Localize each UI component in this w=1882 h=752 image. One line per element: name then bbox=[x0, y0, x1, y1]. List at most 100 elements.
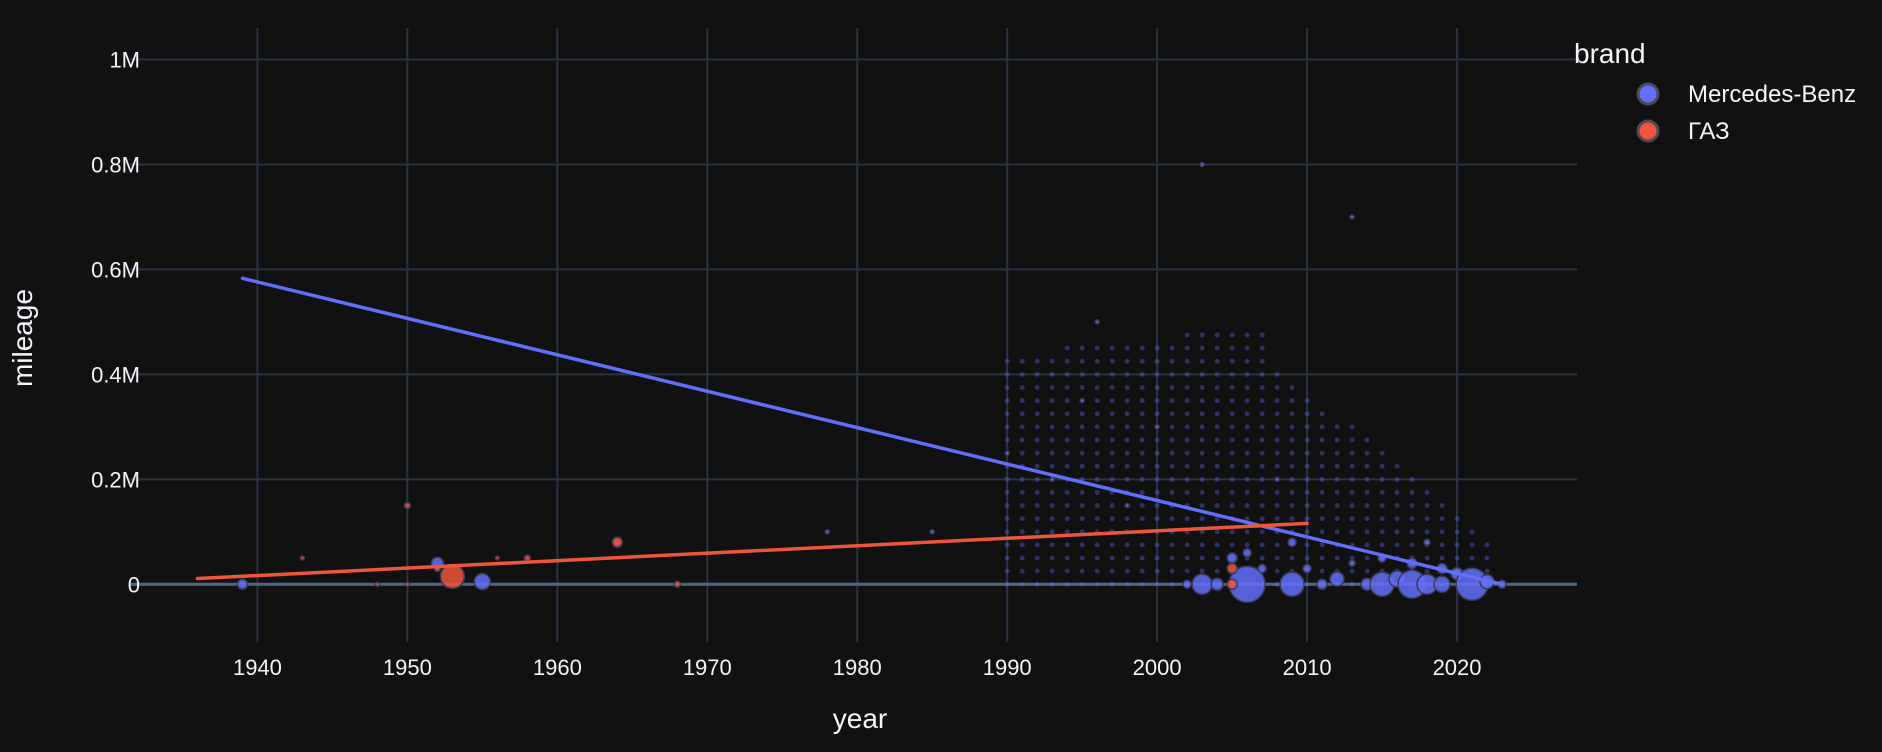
scatter-point-mercedes-benz bbox=[1049, 555, 1055, 561]
scatter-point-mercedes-benz bbox=[1334, 437, 1340, 443]
scatter-point-mercedes-benz bbox=[1199, 529, 1205, 535]
scatter-point-mercedes-benz bbox=[1199, 555, 1205, 561]
scatter-point-mercedes-benz bbox=[1244, 503, 1250, 509]
scatter-point-mercedes-benz bbox=[1094, 319, 1100, 325]
scatter-point-mercedes-benz bbox=[1259, 555, 1265, 561]
scatter-point-mercedes-benz bbox=[1004, 398, 1010, 404]
scatter-point-mercedes-benz bbox=[1049, 489, 1055, 495]
scatter-point-mercedes-benz bbox=[1154, 371, 1160, 377]
scatter-point-mercedes-benz bbox=[1064, 384, 1070, 390]
scatter-point-mercedes-benz bbox=[1034, 529, 1040, 535]
scatter-point-mercedes-benz bbox=[1364, 568, 1370, 574]
scatter-point-mercedes-benz bbox=[1364, 437, 1370, 443]
x-tick-label-1950: 1950 bbox=[383, 655, 432, 680]
scatter-point-mercedes-benz bbox=[1304, 398, 1310, 404]
scatter-point-mercedes-benz bbox=[1329, 571, 1345, 587]
scatter-point-mercedes-benz bbox=[1064, 358, 1070, 364]
scatter-point-mercedes-benz bbox=[1259, 463, 1265, 469]
y-axis-title: mileage bbox=[7, 289, 38, 387]
scatter-point-mercedes-benz bbox=[1019, 384, 1025, 390]
scatter-point-mercedes-benz bbox=[1169, 371, 1175, 377]
scatter-point-mercedes-benz bbox=[1019, 398, 1025, 404]
scatter-point-mercedes-benz bbox=[1409, 489, 1415, 495]
scatter-point-mercedes-benz bbox=[1004, 489, 1010, 495]
scatter-point-mercedes-benz bbox=[1439, 529, 1445, 535]
scatter-point-mercedes-benz bbox=[1004, 450, 1010, 456]
scatter-point-mercedes-benz bbox=[1424, 568, 1430, 574]
scatter-point-mercedes-benz bbox=[1259, 437, 1265, 443]
legend: brand Mercedes-Benz ГАЗ bbox=[1574, 38, 1856, 145]
scatter-point-mercedes-benz bbox=[1409, 503, 1415, 509]
scatter-point-mercedes-benz bbox=[1242, 548, 1252, 558]
scatter-point-mercedes-benz bbox=[1199, 358, 1205, 364]
scatter-point-mercedes-benz bbox=[1274, 503, 1280, 509]
scatter-point-mercedes-benz bbox=[1094, 555, 1100, 561]
scatter-point-mercedes-benz bbox=[1199, 476, 1205, 482]
scatter-point-gaz bbox=[673, 580, 682, 589]
scatter-point-mercedes-benz bbox=[1244, 371, 1250, 377]
scatter-point-mercedes-benz bbox=[1139, 424, 1145, 430]
scatter-point-mercedes-benz bbox=[1079, 345, 1085, 351]
scatter-point-mercedes-benz bbox=[1094, 437, 1100, 443]
x-tick-label-2000: 2000 bbox=[1133, 655, 1182, 680]
scatter-point-mercedes-benz bbox=[1184, 437, 1190, 443]
scatter-point-mercedes-benz bbox=[1139, 555, 1145, 561]
scatter-point-mercedes-benz bbox=[1274, 384, 1280, 390]
scatter-point-mercedes-benz bbox=[1349, 214, 1355, 220]
scatter-point-mercedes-benz bbox=[1364, 503, 1370, 509]
scatter-point-mercedes-benz bbox=[1289, 450, 1295, 456]
scatter-point-mercedes-benz bbox=[1304, 489, 1310, 495]
scatter-point-mercedes-benz bbox=[1079, 489, 1085, 495]
scatter-point-mercedes-benz bbox=[1109, 358, 1115, 364]
scatter-point-mercedes-benz bbox=[1244, 476, 1250, 482]
scatter-point-mercedes-benz bbox=[1139, 411, 1145, 417]
scatter-point-mercedes-benz bbox=[1454, 529, 1460, 535]
scatter-point-mercedes-benz bbox=[1244, 424, 1250, 430]
scatter-point-mercedes-benz bbox=[1154, 424, 1160, 430]
scatter-point-mercedes-benz bbox=[1364, 489, 1370, 495]
scatter-point-mercedes-benz bbox=[1259, 384, 1265, 390]
scatter-point-mercedes-benz bbox=[1109, 542, 1115, 548]
legend-item-gaz[interactable]: ГАЗ bbox=[1636, 118, 1730, 145]
scatter-point-mercedes-benz bbox=[1049, 542, 1055, 548]
scatter-point-mercedes-benz bbox=[1289, 555, 1295, 561]
scatter-point-mercedes-benz bbox=[1364, 463, 1370, 469]
y-tick-label-0: 0 bbox=[128, 572, 140, 597]
scatter-point-mercedes-benz bbox=[1349, 529, 1355, 535]
legend-item-mercedes-benz[interactable]: Mercedes-Benz bbox=[1636, 81, 1856, 108]
scatter-point-mercedes-benz bbox=[1199, 542, 1205, 548]
scatter-point-mercedes-benz bbox=[1364, 555, 1370, 561]
scatter-point-mercedes-benz bbox=[1049, 437, 1055, 443]
scatter-point-mercedes-benz bbox=[1124, 502, 1130, 509]
scatter-point-mercedes-benz bbox=[1379, 503, 1385, 509]
scatter-point-mercedes-benz bbox=[1226, 552, 1238, 564]
scatter-point-mercedes-benz bbox=[1334, 424, 1340, 430]
scatter-point-mercedes-benz bbox=[1274, 542, 1280, 548]
scatter-point-mercedes-benz bbox=[1124, 450, 1130, 456]
scatter-point-mercedes-benz bbox=[1259, 489, 1265, 495]
scatter-point-mercedes-benz bbox=[1349, 568, 1355, 574]
scatter-point-mercedes-benz bbox=[1199, 568, 1205, 574]
scatter-point-mercedes-benz bbox=[1094, 463, 1100, 469]
scatter-point-mercedes-benz bbox=[1304, 581, 1310, 587]
scatter-point-mercedes-benz bbox=[1154, 581, 1160, 587]
scatter-point-mercedes-benz bbox=[1019, 371, 1025, 377]
scatter-point-mercedes-benz bbox=[1304, 529, 1310, 535]
scatter-point-mercedes-benz bbox=[1229, 345, 1235, 351]
scatter-point-mercedes-benz bbox=[1109, 581, 1115, 587]
x-tick-label-2020: 2020 bbox=[1433, 655, 1482, 680]
scatter-point-mercedes-benz bbox=[1244, 345, 1250, 351]
scatter-point-mercedes-benz bbox=[1244, 542, 1250, 548]
scatter-point-mercedes-benz bbox=[1182, 579, 1192, 590]
scatter-point-mercedes-benz bbox=[1229, 371, 1235, 377]
scatter-point-mercedes-benz bbox=[1169, 384, 1175, 390]
scatter-point-mercedes-benz bbox=[1259, 476, 1265, 482]
scatter-point-mercedes-benz bbox=[1289, 516, 1295, 522]
scatter-point-mercedes-benz bbox=[1304, 424, 1310, 430]
trendline-mercedes-benz bbox=[240, 276, 1504, 587]
scatter-point-mercedes-benz bbox=[1229, 529, 1235, 535]
scatter-point-mercedes-benz bbox=[1124, 437, 1130, 443]
scatter-point-mercedes-benz bbox=[1229, 424, 1235, 430]
scatter-point-mercedes-benz bbox=[1169, 411, 1175, 417]
scatter-point-mercedes-benz bbox=[1244, 529, 1250, 535]
